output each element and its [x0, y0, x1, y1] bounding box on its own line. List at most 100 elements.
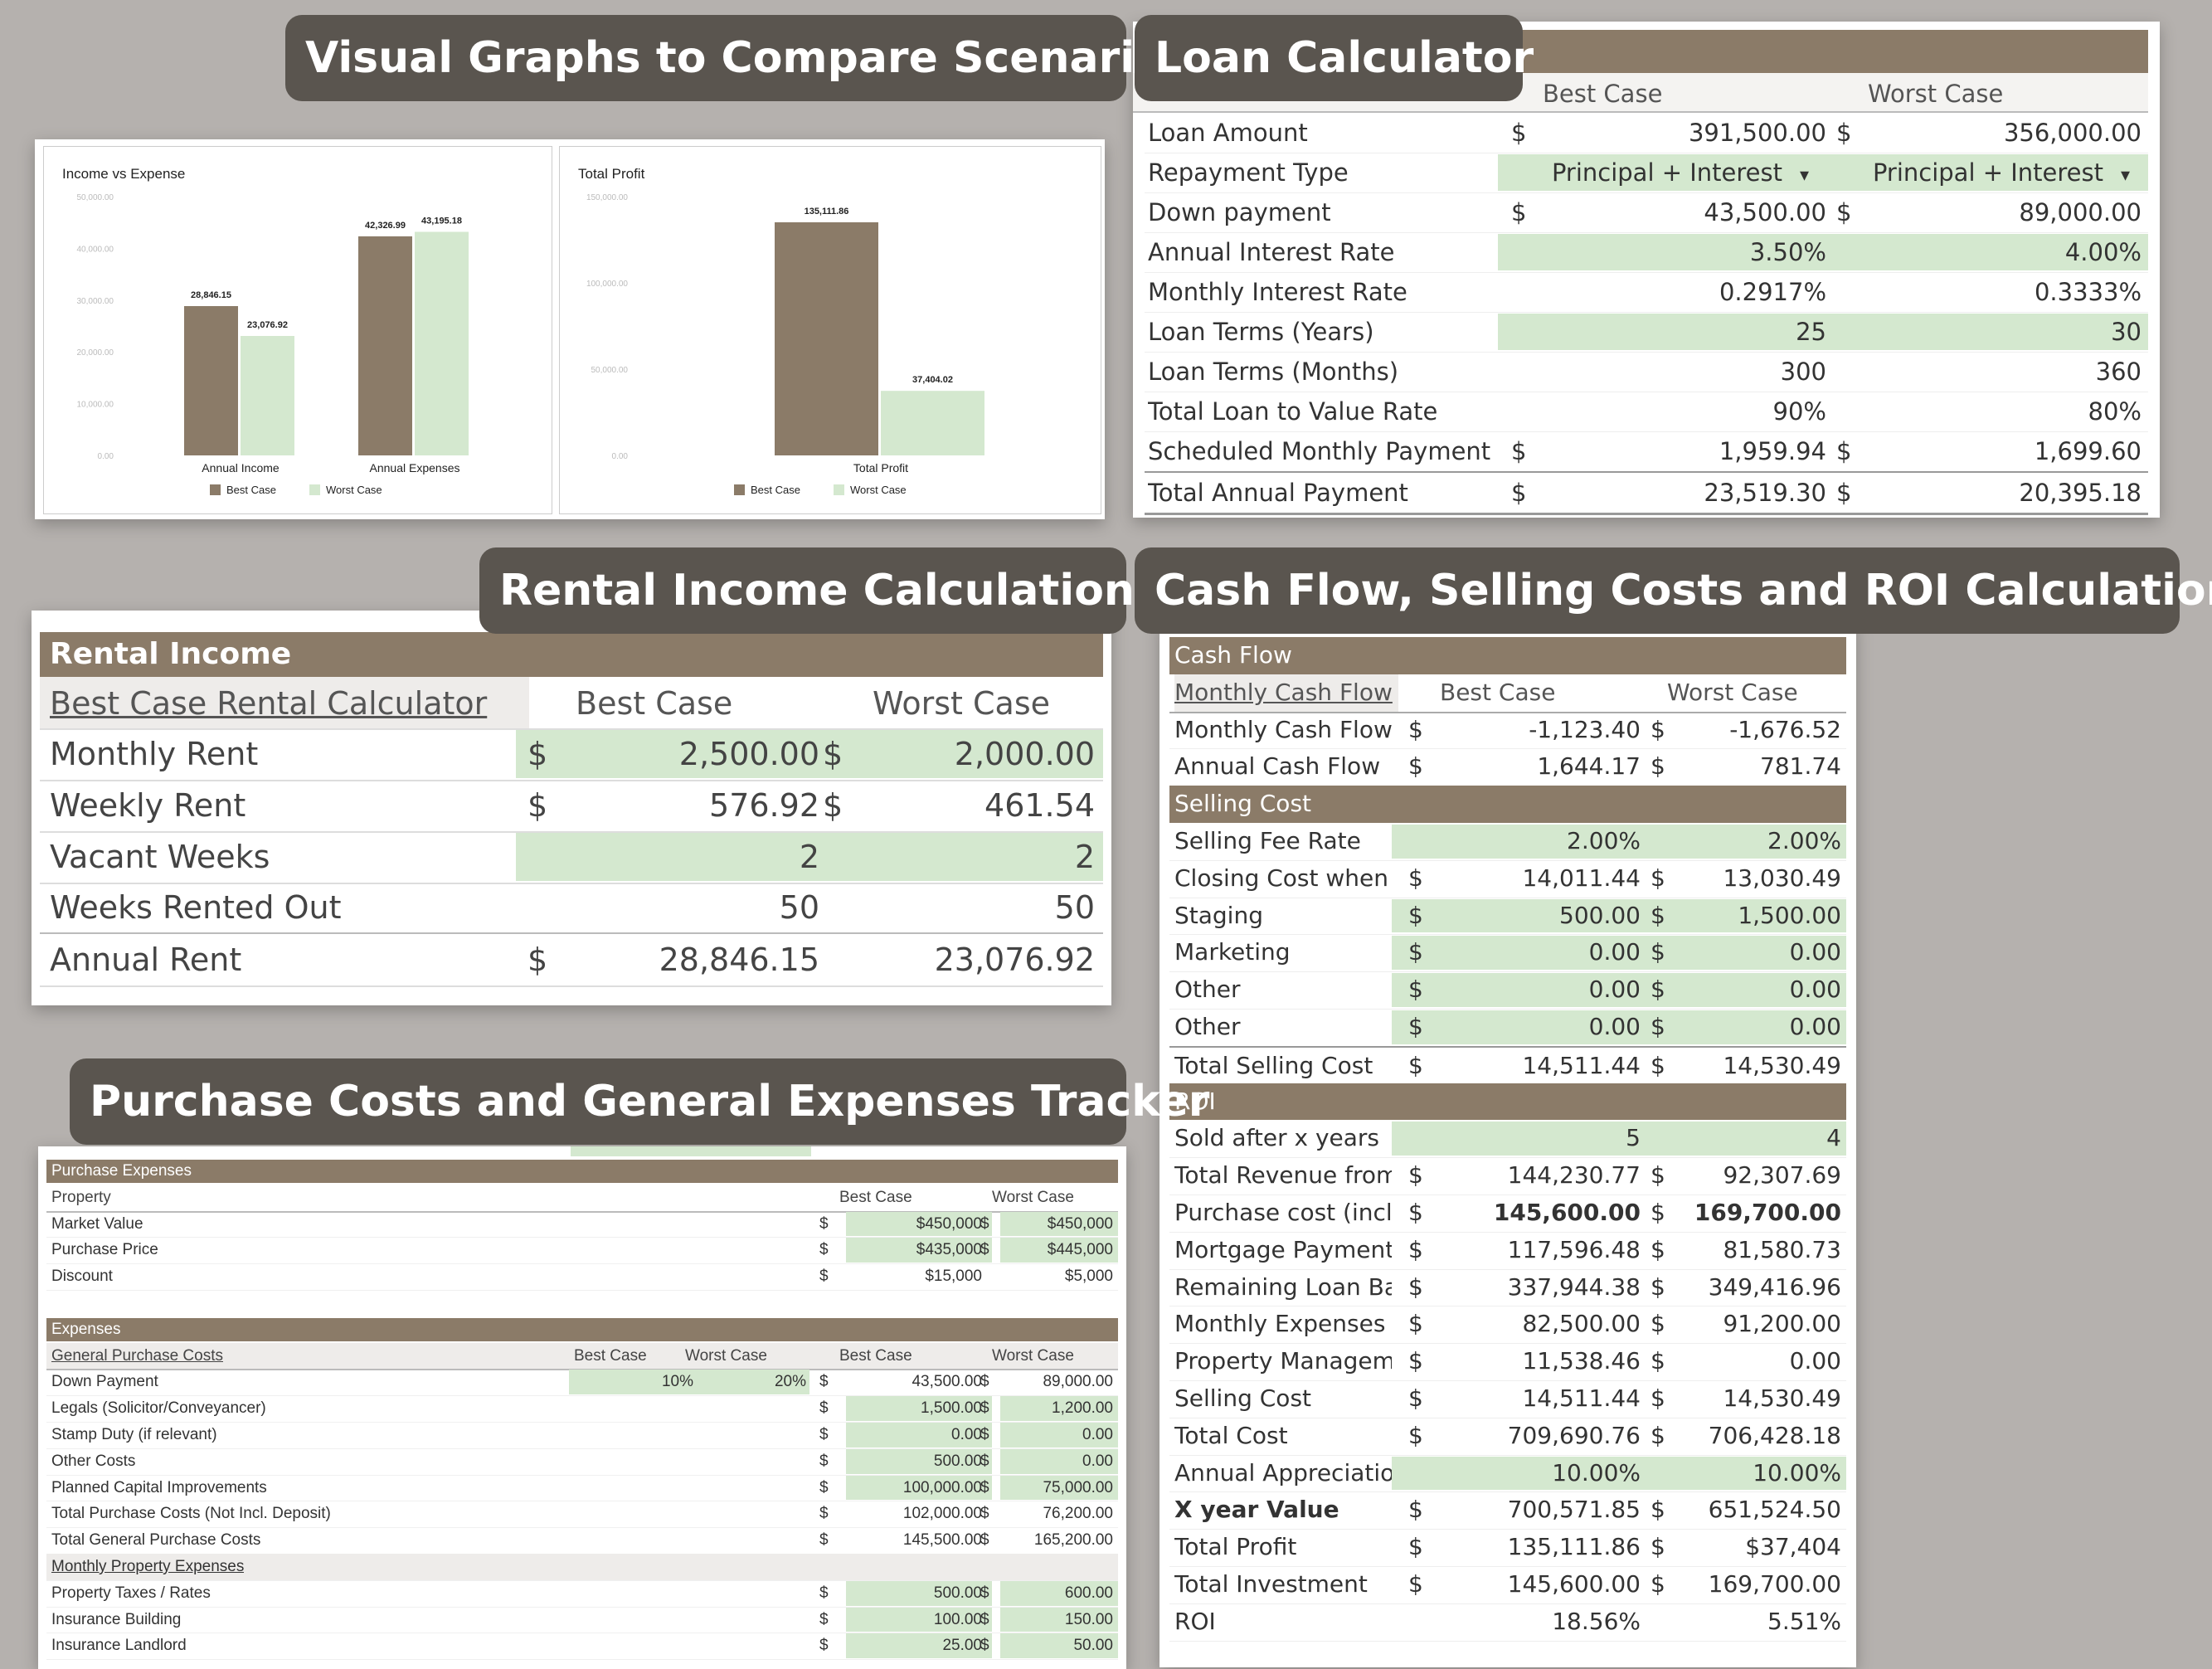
cashflow-row-label: Property Manageme: [1174, 1347, 1392, 1375]
loan-value-best: 0.2917%: [1534, 272, 1835, 312]
purchase-row-label: Total Purchase Costs (Not Incl. Deposit): [51, 1505, 331, 1523]
purchase-row-label: Insurance Landlord: [51, 1637, 187, 1655]
rental-row: Weekly Rent $576.92 $461.54: [40, 780, 1103, 833]
bar-value-label: 135,111.86: [805, 207, 849, 217]
purchase-costs-panel: Purchase Expenses Property Best Case Worst …: [38, 1146, 1126, 1669]
rental-col-best: Best Case: [576, 685, 733, 722]
column-header-best: Best Case: [839, 1188, 912, 1206]
cashflow-value-worst: 781.74: [1760, 752, 1841, 781]
value-text: 1,699.60: [2034, 437, 2142, 465]
y-tick-label: 50,000.00: [77, 193, 114, 202]
input-cell-bg: [846, 1211, 992, 1237]
section-title: Cash Flow: [1174, 641, 1292, 669]
currency-symbol: $: [819, 1478, 829, 1496]
cashflow-row-row: Selling Cost $14,511.44 $14,530.49: [1169, 1380, 1846, 1418]
cashflow-row-label: Total Profit: [1174, 1533, 1297, 1561]
cashflow-value-worst: -1,676.52: [1729, 715, 1841, 743]
currency-symbol: $: [1408, 1347, 1423, 1375]
bar-value-label: 28,846.15: [191, 290, 231, 300]
loan-row-label: Annual Interest Rate: [1148, 238, 1395, 266]
repayment-type-best-select[interactable]: Principal + Interest ▾: [1534, 153, 1835, 192]
y-tick-label: 100,000.00: [586, 280, 628, 289]
cashflow-row-row: Staging $500.00 $1,500.00: [1169, 898, 1846, 936]
y-tick-label: 0.00: [612, 452, 629, 461]
currency-symbol: $: [1408, 1570, 1423, 1598]
currency-symbol: $: [1650, 976, 1665, 1004]
currency-symbol: $: [1650, 715, 1665, 743]
currency-symbol: $: [819, 1399, 829, 1418]
purchase-row-row: Property Taxes / Rates $500.00 $600.00: [46, 1580, 1118, 1608]
cashflow-row-label: Total Cost: [1174, 1421, 1288, 1449]
cashflow-row-row: Total Cost $709,690.76 $706,428.18: [1169, 1418, 1846, 1456]
cashflow-row-label: Annual Appreciation Ra: [1174, 1458, 1392, 1487]
currency-symbol: [1836, 312, 1861, 352]
currency-symbol: $: [1408, 752, 1423, 781]
column-header-worst: Worst Case: [992, 1188, 1074, 1206]
y-tick-label: 40,000.00: [77, 245, 114, 254]
input-cell-bg: [846, 1423, 992, 1448]
cashflow-value-best: 5: [1626, 1124, 1641, 1152]
purchase-value-best: 0.00: [951, 1426, 982, 1443]
cashflow-value-best: 2.00%: [1567, 827, 1641, 854]
loan-row-label: Loan Amount: [1148, 119, 1308, 147]
rental-value-worst: 461.54: [984, 787, 1095, 824]
cashflow-value-worst: 13,030.49: [1723, 864, 1841, 892]
loan-row: Repayment Type Principal + Interest ▾ Prin…: [1145, 153, 2148, 193]
value-text: 360: [2095, 358, 2142, 386]
currency-symbol: $: [1650, 1533, 1665, 1561]
bar-best-case: [184, 306, 238, 455]
currency-symbol: $: [527, 942, 548, 978]
purchase-value-best: 102,000.00: [902, 1505, 982, 1523]
rental-row: Weeks Rented Out 50 50: [40, 883, 1103, 934]
loan-row-label: Scheduled Monthly Payment: [1148, 437, 1491, 465]
cashflow-row-row: Sold after x years 5 4: [1169, 1120, 1846, 1159]
cashflow-value-worst: 81,580.73: [1723, 1235, 1841, 1263]
purchase-row-subheader: Monthly Property Expenses: [46, 1554, 1118, 1581]
loan-value-worst: 0.3333%: [1861, 272, 2148, 312]
currency-symbol: $: [819, 1452, 829, 1470]
column-header-best: Best Case: [1440, 678, 1556, 706]
currency-symbol: $: [1408, 715, 1423, 743]
rental-value-worst: 50: [1054, 889, 1095, 926]
input-cell-bg: [846, 1633, 992, 1659]
cashflow-row-row: Total Revenue from $144,230.77 $92,307.69: [1169, 1157, 1846, 1195]
currency-symbol: $: [1836, 437, 1852, 465]
value-text: 300: [1780, 358, 1826, 386]
cashflow-row-label: X year Value: [1174, 1496, 1339, 1524]
purchase-value-best: 500.00: [933, 1452, 982, 1470]
cashflow-row-label: Total Selling Cost: [1174, 1051, 1373, 1079]
section-title: Expenses: [51, 1320, 121, 1338]
rental-income-panel: Rental Income Best Case Rental Calculato…: [32, 611, 1111, 1005]
currency-symbol: $: [1650, 1051, 1665, 1079]
y-tick-label: 50,000.00: [591, 366, 629, 375]
purchase-row-label: Stamp Duty (if relevant): [51, 1426, 217, 1443]
bar-best-case: [775, 221, 878, 455]
value-text: 0.2917%: [1719, 278, 1826, 306]
currency-symbol: $: [1408, 1384, 1423, 1412]
column-header-best: Best Case: [839, 1346, 912, 1365]
purchase-row-label: Purchase Price: [51, 1241, 158, 1259]
rental-title-bar: Rental Income: [40, 632, 1103, 677]
repayment-type-worst-select[interactable]: Principal + Interest ▾: [1861, 153, 2148, 192]
y-tick-label: 30,000.00: [77, 297, 114, 306]
loan-row: Loan Terms (Months) 300 360: [1145, 352, 2148, 392]
value-text: 4.00%: [2064, 238, 2142, 266]
currency-symbol: $: [1650, 1272, 1665, 1301]
loan-row: Annual Interest Rate 3.50% 4.00%: [1145, 232, 2148, 273]
currency-symbol: $: [1408, 1235, 1423, 1263]
section-title: Purchase Expenses: [51, 1162, 192, 1180]
cashflow-value-best: 0.00: [1588, 1013, 1641, 1040]
purchase-row-header: Property Best Case Worst Case: [46, 1185, 1118, 1213]
y-tick-label: 10,000.00: [77, 401, 114, 410]
value-text: 43,500.00: [1704, 198, 1826, 226]
rental-value-best: 28,846.15: [659, 942, 819, 978]
purchase-value-worst: 50.00: [1073, 1637, 1113, 1655]
legend-swatch-worst: [309, 484, 320, 495]
currency-symbol: $: [1408, 1051, 1423, 1079]
rental-header-label: Best Case Rental Calculator: [50, 685, 488, 722]
charts-panel: Income vs Expense 50,000.00 40,000.00 30,00…: [35, 139, 1105, 519]
cashflow-value-worst: 14,530.49: [1723, 1384, 1841, 1412]
input-cell-bg: [1000, 1448, 1118, 1474]
value-text: 30: [2111, 318, 2142, 346]
currency-symbol: $: [1836, 119, 1852, 147]
